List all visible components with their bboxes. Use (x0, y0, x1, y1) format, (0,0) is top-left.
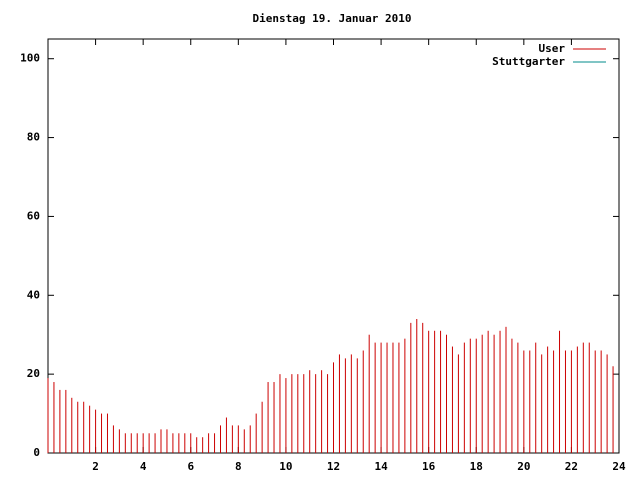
x-tick-label: 22 (565, 460, 578, 473)
x-tick-label: 24 (612, 460, 626, 473)
y-tick-label: 40 (27, 288, 40, 301)
y-tick-label: 20 (27, 367, 40, 380)
y-tick-label: 0 (33, 446, 40, 459)
legend-label: Stuttgarter (492, 55, 565, 68)
y-tick-label: 80 (27, 131, 40, 144)
x-tick-label: 20 (517, 460, 530, 473)
x-tick-label: 18 (470, 460, 483, 473)
x-tick-label: 8 (235, 460, 242, 473)
x-tick-label: 4 (140, 460, 147, 473)
chart-title: Dienstag 19. Januar 2010 (253, 12, 412, 25)
x-tick-label: 6 (187, 460, 194, 473)
x-tick-label: 14 (374, 460, 388, 473)
y-tick-label: 100 (20, 52, 40, 65)
x-tick-label: 10 (279, 460, 292, 473)
x-tick-label: 2 (92, 460, 99, 473)
x-tick-label: 12 (327, 460, 340, 473)
x-tick-label: 16 (422, 460, 436, 473)
y-tick-label: 60 (27, 209, 40, 222)
legend-label: User (539, 42, 566, 55)
